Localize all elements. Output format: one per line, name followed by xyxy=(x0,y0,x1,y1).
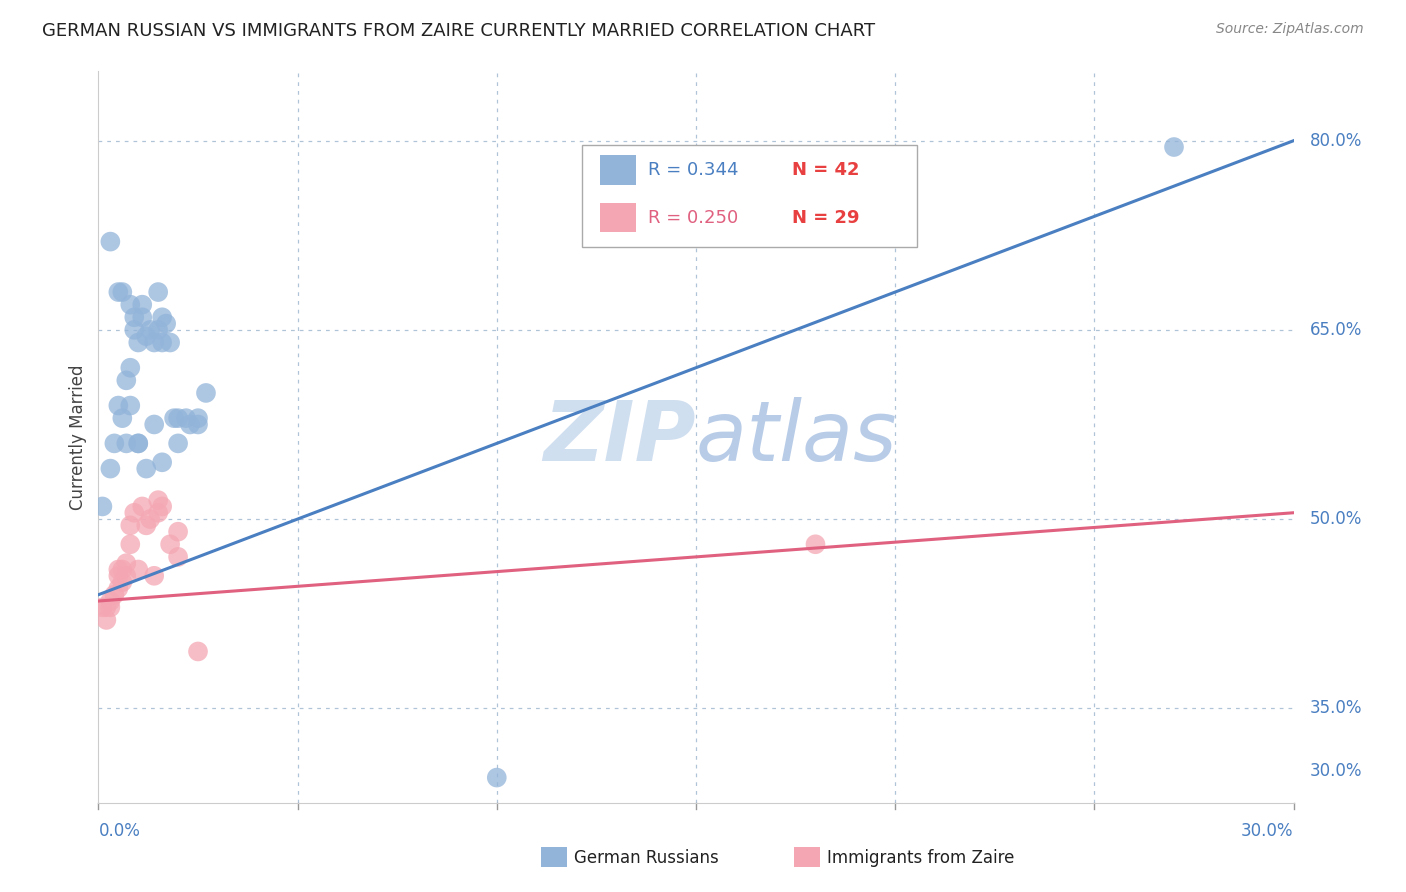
Point xyxy=(159,335,181,350)
Point xyxy=(150,310,173,325)
Text: R = 0.344: R = 0.344 xyxy=(648,161,738,179)
Point xyxy=(120,518,142,533)
Y-axis label: Currently Married: Currently Married xyxy=(69,364,87,510)
FancyBboxPatch shape xyxy=(582,145,917,247)
Point xyxy=(107,399,129,413)
Point xyxy=(98,461,122,475)
Point xyxy=(131,310,153,325)
Point xyxy=(174,411,197,425)
Text: N = 42: N = 42 xyxy=(792,161,859,179)
Point xyxy=(107,582,129,596)
Point xyxy=(127,562,149,576)
Text: atlas: atlas xyxy=(696,397,897,477)
Point xyxy=(91,600,114,615)
Point xyxy=(155,317,177,331)
Point xyxy=(167,411,190,425)
Point xyxy=(1163,140,1185,154)
Point xyxy=(127,436,149,450)
Point xyxy=(120,537,142,551)
Point xyxy=(135,461,157,475)
Point xyxy=(131,500,153,514)
Point xyxy=(115,373,138,387)
Point xyxy=(148,506,170,520)
Point xyxy=(150,455,173,469)
Text: 30.0%: 30.0% xyxy=(1309,763,1362,780)
Point xyxy=(107,569,129,583)
Point xyxy=(139,512,162,526)
Point xyxy=(167,549,190,564)
Point xyxy=(124,506,146,520)
Point xyxy=(139,323,162,337)
Point xyxy=(167,436,190,450)
Point xyxy=(159,537,181,551)
Text: German Russians: German Russians xyxy=(574,849,718,867)
Point xyxy=(179,417,201,432)
Point xyxy=(98,594,122,608)
Point xyxy=(143,417,166,432)
Point xyxy=(111,285,134,299)
Point xyxy=(194,386,218,401)
Point xyxy=(804,537,827,551)
Text: Source: ZipAtlas.com: Source: ZipAtlas.com xyxy=(1216,22,1364,37)
Point xyxy=(103,588,125,602)
Text: 50.0%: 50.0% xyxy=(1309,510,1362,528)
Point xyxy=(115,436,138,450)
Text: 30.0%: 30.0% xyxy=(1241,822,1294,839)
Point xyxy=(124,323,146,337)
Point xyxy=(98,235,122,249)
Point xyxy=(124,310,146,325)
Text: Immigrants from Zaire: Immigrants from Zaire xyxy=(827,849,1014,867)
Text: R = 0.250: R = 0.250 xyxy=(648,209,738,227)
Text: 35.0%: 35.0% xyxy=(1309,699,1362,717)
Point xyxy=(143,569,166,583)
Point xyxy=(111,562,134,576)
Point xyxy=(131,298,153,312)
Point xyxy=(115,569,138,583)
Point xyxy=(111,411,134,425)
Point xyxy=(111,575,134,590)
Bar xyxy=(600,203,637,232)
Point xyxy=(98,600,122,615)
Point xyxy=(135,329,157,343)
Point xyxy=(187,411,209,425)
Point xyxy=(148,493,170,508)
Point xyxy=(163,411,186,425)
Point xyxy=(148,285,170,299)
Point xyxy=(187,417,209,432)
Point xyxy=(96,600,118,615)
Point xyxy=(167,524,190,539)
Point xyxy=(135,518,157,533)
Bar xyxy=(600,155,637,185)
Point xyxy=(115,556,138,570)
Text: 80.0%: 80.0% xyxy=(1309,132,1362,150)
Point xyxy=(150,335,173,350)
Point xyxy=(143,335,166,350)
Point xyxy=(120,360,142,375)
Point xyxy=(187,644,209,658)
Point xyxy=(107,562,129,576)
Point xyxy=(120,298,142,312)
Text: ZIP: ZIP xyxy=(543,397,696,477)
Point xyxy=(127,335,149,350)
Text: 0.0%: 0.0% xyxy=(98,822,141,839)
Point xyxy=(127,436,149,450)
Text: GERMAN RUSSIAN VS IMMIGRANTS FROM ZAIRE CURRENTLY MARRIED CORRELATION CHART: GERMAN RUSSIAN VS IMMIGRANTS FROM ZAIRE … xyxy=(42,22,876,40)
Point xyxy=(107,285,129,299)
Point xyxy=(150,500,173,514)
Point xyxy=(91,500,114,514)
Point xyxy=(96,613,118,627)
Point xyxy=(485,771,508,785)
Text: N = 29: N = 29 xyxy=(792,209,859,227)
Text: 65.0%: 65.0% xyxy=(1309,321,1362,339)
Point xyxy=(103,436,125,450)
Point xyxy=(120,399,142,413)
Point xyxy=(148,323,170,337)
